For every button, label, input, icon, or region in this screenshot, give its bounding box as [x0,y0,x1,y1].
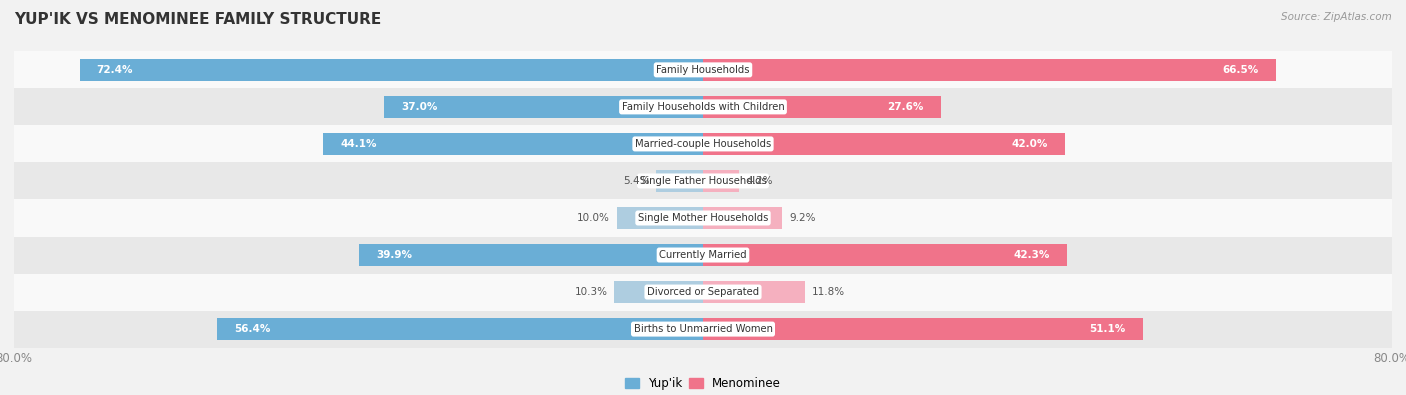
Text: YUP'IK VS MENOMINEE FAMILY STRUCTURE: YUP'IK VS MENOMINEE FAMILY STRUCTURE [14,12,381,27]
Bar [657,170,703,192]
Bar [14,162,1392,199]
Text: Married-couple Households: Married-couple Households [636,139,770,149]
Text: 66.5%: 66.5% [1222,65,1258,75]
Text: 44.1%: 44.1% [340,139,377,149]
Bar [617,207,703,229]
Text: 10.3%: 10.3% [575,287,607,297]
Text: 72.4%: 72.4% [97,65,134,75]
Text: 42.3%: 42.3% [1014,250,1050,260]
Text: 56.4%: 56.4% [235,324,271,334]
Text: 5.4%: 5.4% [623,176,650,186]
Text: Births to Unmarried Women: Births to Unmarried Women [634,324,772,334]
Text: 10.0%: 10.0% [576,213,610,223]
Bar [703,207,782,229]
Bar [14,199,1392,237]
Text: 51.1%: 51.1% [1090,324,1126,334]
Bar [14,51,1392,88]
Legend: Yup'ik, Menominee: Yup'ik, Menominee [620,372,786,395]
Text: Currently Married: Currently Married [659,250,747,260]
Text: Single Mother Households: Single Mother Households [638,213,768,223]
Bar [14,126,1392,162]
Text: Divorced or Separated: Divorced or Separated [647,287,759,297]
Text: Family Households with Children: Family Households with Children [621,102,785,112]
Text: 27.6%: 27.6% [887,102,924,112]
Text: 4.2%: 4.2% [747,176,772,186]
Text: Family Households: Family Households [657,65,749,75]
Text: 11.8%: 11.8% [811,287,845,297]
Bar [703,96,941,118]
Bar [703,244,1067,266]
Text: Source: ZipAtlas.com: Source: ZipAtlas.com [1281,12,1392,22]
Bar [384,96,703,118]
Bar [614,281,703,303]
Bar [14,88,1392,126]
Bar [703,59,1275,81]
Bar [14,237,1392,274]
Bar [14,310,1392,348]
Text: 42.0%: 42.0% [1011,139,1047,149]
Bar [323,133,703,155]
Text: 37.0%: 37.0% [402,102,437,112]
Bar [703,318,1143,340]
Bar [703,133,1064,155]
Bar [218,318,703,340]
Bar [703,281,804,303]
Text: 39.9%: 39.9% [377,250,412,260]
Text: Single Father Households: Single Father Households [640,176,766,186]
Bar [14,274,1392,310]
Bar [703,170,740,192]
Text: 9.2%: 9.2% [789,213,815,223]
Bar [360,244,703,266]
Bar [80,59,703,81]
